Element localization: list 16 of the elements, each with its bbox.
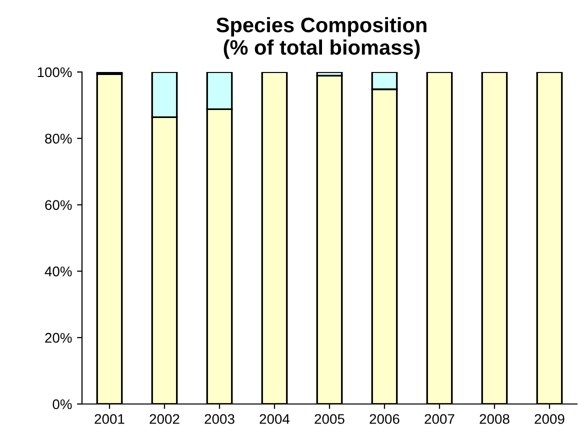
y-tick-label: 60%	[45, 200, 72, 210]
y-tick-label: 0%	[52, 399, 72, 410]
x-tick-label: 2004	[260, 414, 290, 424]
chart-title: Species Composition (% of total biomass)	[216, 17, 426, 59]
y-tick-label: 100%	[38, 67, 72, 78]
y-tick-label: 40%	[44, 266, 72, 276]
x-tick-label: 2005	[314, 414, 344, 424]
x-tick-label: 2008	[480, 414, 510, 424]
x-tick-label: 2006	[370, 414, 400, 424]
x-tick-label: 2007	[424, 414, 454, 424]
y-tick-label: 20%	[45, 332, 72, 343]
x-tick-label: 2002	[150, 414, 180, 424]
y-tick-label: 80%	[45, 134, 72, 144]
x-tick-label: 2009	[534, 414, 564, 424]
x-tick-label: 2001	[94, 414, 124, 424]
x-tick-label: 2003	[204, 414, 234, 424]
